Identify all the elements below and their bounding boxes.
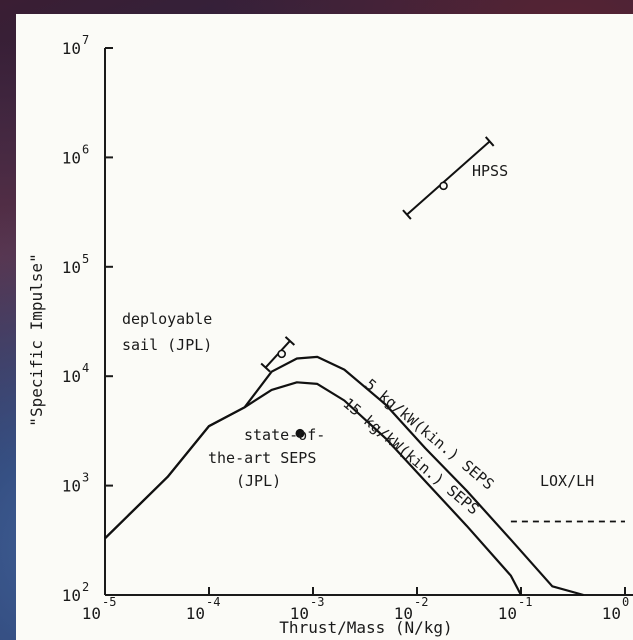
lox-label: LOX/LH [540, 472, 594, 490]
y-tick-exponent: 6 [82, 142, 89, 156]
x-tick-exponent: -3 [310, 595, 324, 609]
x-tick-exponent: 0 [622, 595, 629, 609]
y-tick-label: 10 [62, 586, 81, 605]
point-markers [260, 136, 495, 438]
y-tick-exponent: 5 [82, 252, 89, 266]
x-tick-label: 10 [82, 604, 101, 623]
x-tick-exponent: -5 [102, 595, 116, 609]
y-tick-label: 10 [62, 148, 81, 167]
y-tick-label: 10 [62, 258, 81, 277]
x-axis-label: Thrust/Mass (N/kg) [279, 618, 452, 637]
y-tick-label: 10 [62, 367, 81, 386]
hpss-range-cap [402, 209, 412, 220]
y-tick-exponent: 7 [82, 33, 89, 47]
series-5kg-seps-line [104, 355, 584, 597]
y-tick-label: 10 [62, 477, 81, 496]
axes [104, 48, 633, 596]
hpss-label: HPSS [472, 162, 508, 180]
hpss-marker [439, 181, 448, 191]
y-tick-label: 10 [62, 39, 81, 58]
y-tick-exponent: 3 [82, 471, 89, 485]
x-tick-exponent: -4 [206, 595, 220, 609]
deployable-sail-range-cap [260, 362, 271, 373]
soa-label-line3: (JPL) [236, 472, 281, 490]
sail-label-line1: deployable [122, 310, 212, 328]
y-tick-exponent: 2 [82, 580, 89, 594]
x-tick-label: 10 [394, 604, 413, 623]
soa-label-line2: the-art SEPS [208, 449, 316, 467]
x-tick-label: 10 [186, 604, 205, 623]
hpss-range-cap [484, 136, 495, 147]
x-tick-label: 10 [498, 604, 517, 623]
y-tick-exponent: 4 [82, 361, 89, 375]
x-tick-exponent: -2 [414, 595, 428, 609]
y-axis-label: "Specific Impulse" [27, 253, 46, 426]
x-tick-label: 10 [602, 604, 621, 623]
hpss-range-bar [406, 140, 491, 216]
series-15kg-seps-line [104, 381, 522, 596]
series-lines [104, 355, 625, 597]
chart-paper [16, 14, 633, 640]
sail-label-line2: sail (JPL) [122, 336, 212, 354]
state-of-the-art-seps-marker [295, 428, 305, 438]
deployable-sail-range-cap [284, 336, 296, 346]
deployable-sail-marker [277, 349, 286, 359]
soa-label-line1: state-of- [244, 426, 325, 444]
x-tick-exponent: -1 [518, 595, 532, 609]
x-tick-label: 10 [290, 604, 309, 623]
